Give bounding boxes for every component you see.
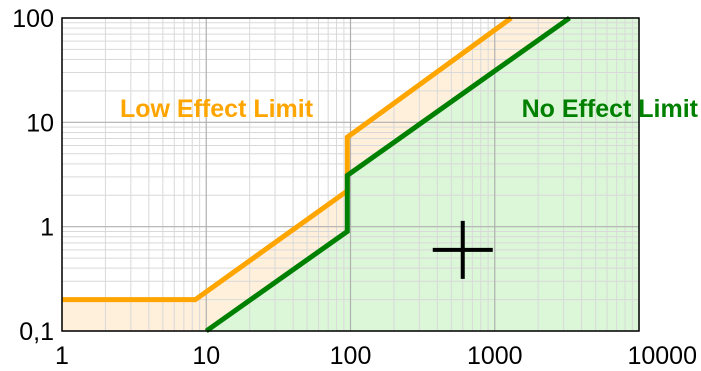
- series-label-no-effect: No Effect Limit: [522, 95, 699, 123]
- x-tick-label: 100: [330, 342, 372, 370]
- series-line-no-effect: [204, 15, 571, 334]
- x-tick-label: 10000: [627, 342, 697, 370]
- series-label-low-effect: Low Effect Limit: [120, 95, 314, 123]
- x-tick-label: 1000: [467, 342, 523, 370]
- x-tick-label: 10: [192, 342, 220, 370]
- y-tick-label: 10: [26, 109, 54, 137]
- x-tick-labels: 1 10 100 1000 10000: [55, 342, 697, 370]
- grid-lines: [61, 17, 640, 332]
- plot-frame: [61, 17, 640, 332]
- no-effect-area: [206, 18, 640, 331]
- series-lines: [62, 15, 571, 334]
- x-tick-label: 1: [55, 342, 69, 370]
- marker-plus: [432, 220, 493, 279]
- y-tick-label: 100: [12, 5, 54, 33]
- y-tick-label: 1: [40, 214, 54, 242]
- y-tick-labels: 0,1 1 10 100: [12, 5, 54, 346]
- y-tick-label: 0,1: [19, 318, 54, 346]
